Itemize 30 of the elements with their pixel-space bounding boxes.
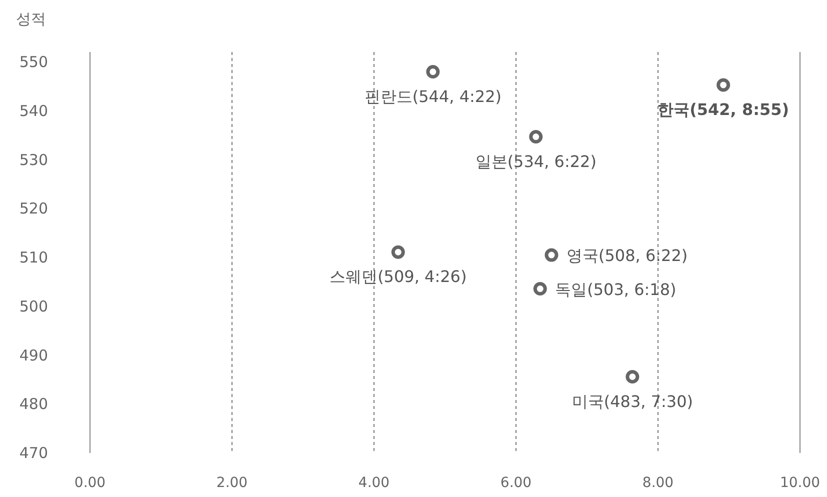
y-tick-label: 510 — [19, 248, 48, 266]
y-tick-label: 540 — [19, 102, 48, 120]
x-tick-label: 8.00 — [642, 475, 674, 491]
y-tick-label: 550 — [19, 53, 48, 71]
point — [426, 65, 440, 79]
data-label: 독일(503, 6:18) — [555, 280, 676, 299]
x-tick-label: 4.00 — [358, 475, 390, 491]
y-tick-label: 530 — [19, 150, 48, 169]
x-tick-label: 6.00 — [500, 475, 532, 491]
y-axis-title: 성적 — [16, 10, 46, 28]
data-label: 스웨덴(509, 4:26) — [330, 267, 467, 286]
data-label: 영국(508, 6:22) — [566, 246, 688, 266]
y-tick-label: 470 — [19, 444, 48, 462]
y-tick-label: 520 — [19, 200, 48, 218]
point — [391, 245, 405, 259]
data-label: 일본(534, 6:22) — [475, 152, 596, 171]
y-tick-label: 480 — [19, 395, 48, 414]
x-tick-label: 10.00 — [780, 475, 820, 491]
x-tick-label: 2.00 — [216, 475, 248, 491]
x-tick-label: 0.00 — [74, 475, 106, 491]
point — [529, 130, 543, 144]
point — [533, 282, 547, 296]
point — [716, 78, 730, 92]
y-tick-label: 500 — [19, 297, 48, 316]
point — [544, 248, 558, 262]
point — [626, 370, 640, 384]
data-label: 한국(542, 8:55) — [658, 100, 790, 119]
data-label: 미국(483, 7:30) — [572, 392, 694, 411]
y-tick-label: 490 — [19, 346, 48, 364]
data-label: 핀란드(544, 4:22) — [364, 86, 502, 106]
